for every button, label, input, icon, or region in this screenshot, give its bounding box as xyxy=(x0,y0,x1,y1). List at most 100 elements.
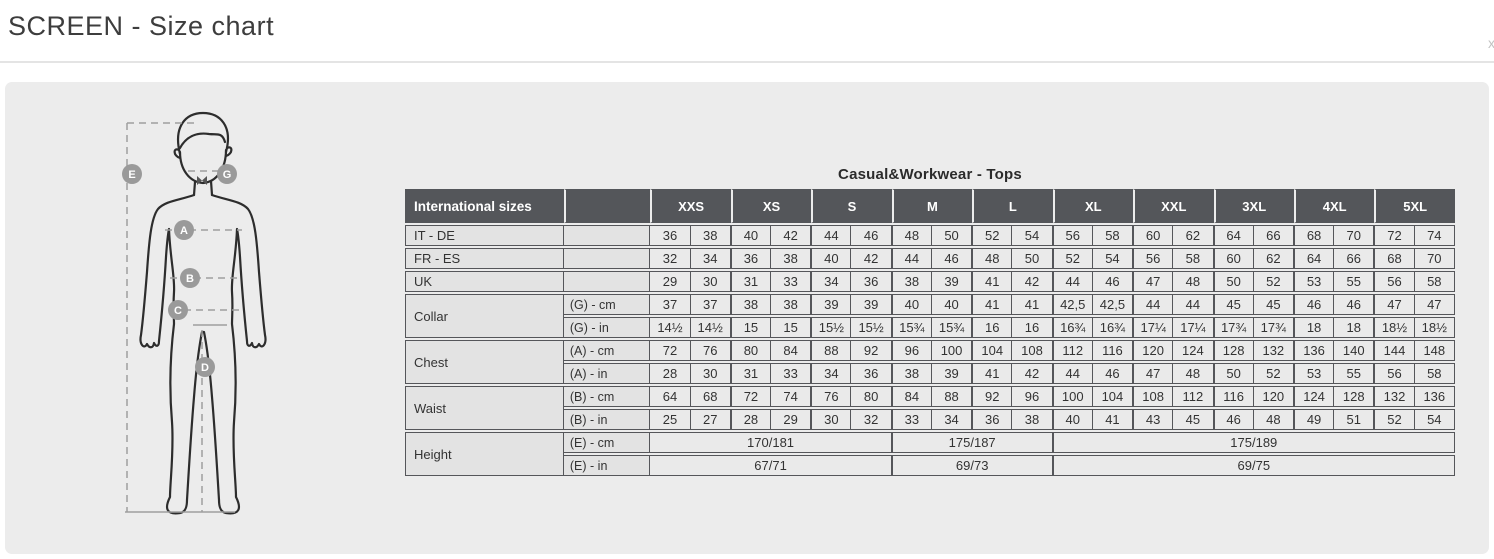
col-header-l: L xyxy=(972,189,1053,223)
size-value-cell: 40 xyxy=(891,294,932,315)
table-row: (A) - in 28 30 31 33 34 36 38 39 41 42 44 46 47 48 50 52… xyxy=(405,363,1455,384)
size-value-cell: 53 xyxy=(1293,363,1335,384)
col-header-4xl: 4XL xyxy=(1293,189,1375,223)
size-value-cell: 112 xyxy=(1052,340,1093,361)
page-header: SCREEN - Size chart x xyxy=(0,0,1494,63)
size-value-cell: 40 xyxy=(931,294,973,315)
size-value-cell: 92 xyxy=(851,340,892,361)
size-value-cell: 45 xyxy=(1173,409,1214,430)
size-value-cell: 100 xyxy=(931,340,973,361)
size-value-cell: 39 xyxy=(811,294,852,315)
size-value-cell: 18 xyxy=(1334,317,1375,338)
size-value-cell: 30 xyxy=(690,363,731,384)
size-value-cell: 33 xyxy=(771,271,812,292)
size-value-cell: 17¼ xyxy=(1133,317,1174,338)
marker-E: E xyxy=(122,164,142,184)
size-value-cell: 108 xyxy=(1133,386,1174,407)
close-icon[interactable]: x xyxy=(1488,35,1494,51)
size-value-cell: 48 xyxy=(972,248,1013,269)
size-value-cell: 49 xyxy=(1293,409,1335,430)
size-value-cell: 38 xyxy=(771,248,812,269)
table-body: IT - DE 36 38 40 42 44 46 48 50 52 54 56 58 60 62 64 66 6… xyxy=(405,225,1455,476)
size-value-cell: 39 xyxy=(931,363,973,384)
size-value-cell: 140 xyxy=(1334,340,1375,361)
row-label-collar: Collar xyxy=(405,294,564,338)
size-value-cell: 48 xyxy=(1173,271,1214,292)
row-label-uk: UK xyxy=(405,271,564,292)
body-figure-illustration: E G A B C xyxy=(122,111,267,515)
size-value-cell: 18 xyxy=(1293,317,1335,338)
size-value-cell: 39 xyxy=(931,271,973,292)
size-value-cell: 64 xyxy=(650,386,691,407)
body-measurement-diagram: E G A B C xyxy=(110,92,360,544)
size-value-cell: 67/71 xyxy=(650,455,892,476)
size-value-cell: 72 xyxy=(1374,225,1415,246)
row-sub-label xyxy=(563,248,651,269)
size-value-cell: 120 xyxy=(1133,340,1174,361)
size-value-cell: 68 xyxy=(1374,248,1415,269)
size-value-cell: 42 xyxy=(771,225,812,246)
size-value-cell: 50 xyxy=(1213,271,1254,292)
size-value-cell: 38 xyxy=(730,294,772,315)
size-value-cell: 37 xyxy=(650,294,691,315)
size-value-cell: 36 xyxy=(650,225,691,246)
row-sub-label xyxy=(563,271,651,292)
size-value-cell: 18½ xyxy=(1414,317,1455,338)
size-value-cell: 64 xyxy=(1293,248,1335,269)
size-value-cell: 30 xyxy=(690,271,731,292)
size-value-cell: 27 xyxy=(690,409,731,430)
svg-text:E: E xyxy=(128,169,135,181)
size-chart-panel: E G A B C xyxy=(5,82,1489,554)
size-value-cell: 15 xyxy=(730,317,772,338)
size-value-cell: 56 xyxy=(1133,248,1174,269)
size-chart-table: International sizes XXS XS S M L XL XXL 3XL 4XL 5X… xyxy=(405,187,1455,478)
size-value-cell: 92 xyxy=(972,386,1013,407)
size-value-cell: 74 xyxy=(771,386,812,407)
size-value-cell: 34 xyxy=(811,363,852,384)
size-value-cell: 74 xyxy=(1414,225,1455,246)
size-value-cell: 53 xyxy=(1293,271,1335,292)
size-value-cell: 100 xyxy=(1052,386,1093,407)
size-value-cell: 50 xyxy=(1213,363,1254,384)
size-value-cell: 15 xyxy=(771,317,812,338)
size-value-cell: 144 xyxy=(1374,340,1415,361)
size-value-cell: 54 xyxy=(1414,409,1455,430)
col-header-m: M xyxy=(891,189,973,223)
size-value-cell: 44 xyxy=(1052,271,1093,292)
size-value-cell: 42 xyxy=(1012,271,1053,292)
col-header-xxl: XXL xyxy=(1133,189,1214,223)
size-value-cell: 104 xyxy=(972,340,1013,361)
size-value-cell: 38 xyxy=(771,294,812,315)
row-label-waist: Waist xyxy=(405,386,564,430)
size-value-cell: 44 xyxy=(1133,294,1174,315)
measurement-ticks xyxy=(125,324,235,513)
size-value-cell: 47 xyxy=(1374,294,1415,315)
size-value-cell: 44 xyxy=(1173,294,1214,315)
marker-C: C xyxy=(168,300,188,320)
size-value-cell: 15¾ xyxy=(931,317,973,338)
size-value-cell: 88 xyxy=(931,386,973,407)
size-value-cell: 56 xyxy=(1052,225,1093,246)
size-value-cell: 66 xyxy=(1253,225,1294,246)
size-value-cell: 33 xyxy=(771,363,812,384)
size-value-cell: 46 xyxy=(1092,363,1134,384)
size-value-cell: 17¾ xyxy=(1253,317,1294,338)
size-value-cell: 38 xyxy=(891,271,932,292)
table-row: Height (E) - cm 170/181 175/187 175/189 xyxy=(405,432,1455,476)
size-value-cell: 18½ xyxy=(1374,317,1415,338)
size-value-cell: 66 xyxy=(1334,248,1375,269)
svg-text:G: G xyxy=(223,169,232,181)
size-value-cell: 41 xyxy=(972,271,1013,292)
size-value-cell: 88 xyxy=(811,340,852,361)
size-value-cell: 70 xyxy=(1334,225,1375,246)
size-value-cell: 45 xyxy=(1213,294,1254,315)
size-value-cell: 17¼ xyxy=(1173,317,1214,338)
size-value-cell: 76 xyxy=(811,386,852,407)
size-value-cell: 33 xyxy=(891,409,932,430)
collar-mark xyxy=(197,176,207,185)
size-value-cell: 62 xyxy=(1173,225,1214,246)
row-sub-label: (B) - in xyxy=(563,409,651,430)
size-value-cell: 31 xyxy=(730,271,772,292)
size-value-cell: 132 xyxy=(1374,386,1415,407)
size-value-cell: 28 xyxy=(730,409,772,430)
